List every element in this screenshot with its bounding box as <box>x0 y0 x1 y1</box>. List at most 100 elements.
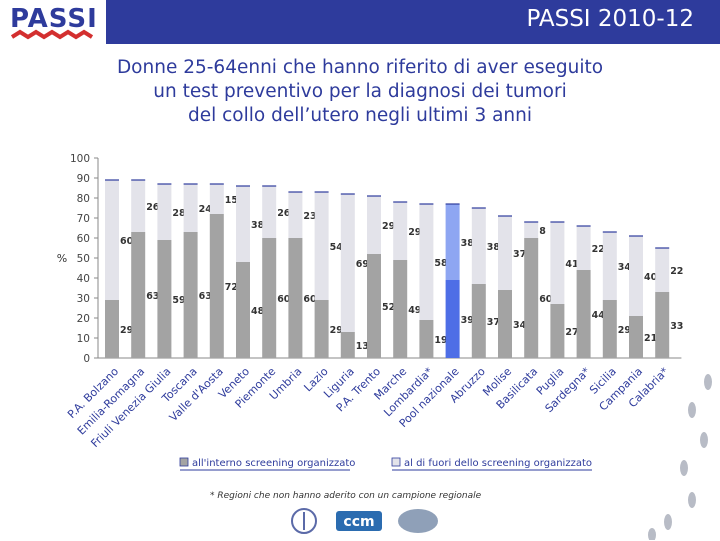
data-label-outside: 38 <box>251 220 265 231</box>
bar-outside-screening <box>314 192 329 300</box>
data-label-inside: 59 <box>172 295 185 306</box>
data-label-inside: 72 <box>225 282 238 293</box>
data-label-outside: 22 <box>670 266 683 277</box>
ccm-logo <box>336 511 382 531</box>
y-tick-label: 100 <box>70 153 90 165</box>
y-tick-label: 20 <box>77 313 90 325</box>
y-tick-label: 40 <box>77 273 90 285</box>
bar-outside-screening <box>183 184 198 232</box>
bar-inside-screening <box>419 320 434 358</box>
data-label-outside: 38 <box>487 242 501 253</box>
data-label-inside: 60 <box>303 294 317 305</box>
data-label-outside: 54 <box>330 242 344 253</box>
data-label-inside: 39 <box>461 315 474 326</box>
data-label-inside: 44 <box>592 310 606 321</box>
y-tick-label: 0 <box>83 353 90 365</box>
bar-inside-screening <box>340 332 355 358</box>
bar-outside-screening <box>131 180 146 232</box>
passi-logo: PASSI <box>6 4 102 44</box>
bar-outside-screening <box>629 236 643 316</box>
bar-inside-screening <box>314 300 329 358</box>
data-label-outside: 15 <box>225 195 238 206</box>
data-label-outside: 8 <box>539 226 546 237</box>
data-label-inside: 21 <box>644 333 657 344</box>
data-label-outside: 34 <box>618 262 632 273</box>
passi-logo-marks <box>10 29 94 40</box>
gisps-logo-icon <box>398 509 438 533</box>
data-label-outside: 41 <box>565 259 578 270</box>
data-label-outside: 37 <box>513 249 526 260</box>
bar-inside-screening <box>209 214 224 358</box>
bar-inside-screening <box>183 232 198 358</box>
header-title: PASSI 2010-12 <box>526 6 694 32</box>
bar-inside-screening <box>393 260 408 358</box>
bar-outside-screening <box>471 208 486 284</box>
bar-outside-screening <box>498 216 512 290</box>
data-label-outside: 60 <box>120 236 134 247</box>
data-label-inside: 19 <box>434 335 447 346</box>
subtitle-line-1: Donne 25-64enni che hanno riferito di av… <box>116 57 604 78</box>
footnote: * Regioni che non hanno aderito con un c… <box>210 491 482 501</box>
data-label-outside: 29 <box>408 227 421 238</box>
data-label-outside: 69 <box>356 259 369 270</box>
bar-outside-screening <box>236 186 250 262</box>
bar-inside-screening <box>629 316 643 358</box>
data-label-inside: 63 <box>146 291 159 302</box>
bar-outside-screening <box>445 204 460 280</box>
bar-inside-screening <box>576 270 591 358</box>
data-label-inside: 60 <box>539 294 553 305</box>
data-label-inside: 34 <box>513 320 527 331</box>
data-label-outside: 24 <box>199 204 213 215</box>
bar-outside-screening <box>105 180 119 300</box>
bar-inside-screening <box>445 280 460 358</box>
bar-inside-screening <box>602 300 617 358</box>
data-label-inside: 60 <box>277 294 291 305</box>
bar-outside-screening <box>419 204 434 320</box>
data-label-inside: 29 <box>120 325 133 336</box>
y-tick-label: 10 <box>77 333 90 345</box>
y-tick-label: 70 <box>77 213 90 225</box>
subtitle-line-2: un test preventivo per la diagnosi dei t… <box>153 81 567 102</box>
subtitle-line-3: del collo dell’utero negli ultimi 3 anni <box>187 105 533 126</box>
bar-inside-screening <box>524 238 539 358</box>
bar-inside-screening <box>105 300 119 358</box>
bar-inside-screening <box>236 262 250 358</box>
data-label-outside: 29 <box>382 221 395 232</box>
data-label-inside: 29 <box>330 325 343 336</box>
data-label-inside: 63 <box>199 291 212 302</box>
legend-swatch-inside <box>179 457 189 467</box>
data-label-inside: 37 <box>487 317 500 328</box>
bar-inside-screening <box>131 232 146 358</box>
header-bar: PASSI 2010-12 <box>106 0 720 44</box>
data-label-inside: 29 <box>618 325 631 336</box>
bar-inside-screening <box>367 254 381 358</box>
bar-outside-screening <box>209 184 224 214</box>
data-label-inside: 49 <box>408 305 421 316</box>
y-axis-label: % <box>57 252 67 265</box>
data-label-outside: 26 <box>146 202 160 213</box>
data-label-inside: 52 <box>382 302 395 313</box>
data-label-inside: 13 <box>356 341 369 352</box>
bar-outside-screening <box>288 192 303 238</box>
y-tick-label: 30 <box>77 293 90 305</box>
legend-label-inside: all'interno screening organizzato <box>192 458 355 469</box>
bar-outside-screening <box>550 222 565 304</box>
bar-outside-screening <box>393 202 408 260</box>
ccm-logo-text: ccm <box>343 514 374 530</box>
bar-inside-screening <box>655 292 670 358</box>
sponsor-logos-graphic: ccm <box>291 508 438 534</box>
bar-outside-screening <box>157 184 172 240</box>
sponsor-logos: ccm <box>290 505 450 537</box>
data-label-outside: 22 <box>592 244 605 255</box>
bar-inside-screening <box>498 290 512 358</box>
y-tick-label: 60 <box>77 233 90 245</box>
bar-inside-screening <box>550 304 565 358</box>
bar-outside-screening <box>602 232 617 300</box>
legend-label-outside: al di fuori dello screening organizzato <box>404 458 592 469</box>
legend-swatch-outside <box>391 457 401 467</box>
data-label-inside: 48 <box>251 306 265 317</box>
data-label-outside: 28 <box>172 208 186 219</box>
y-tick-label: 90 <box>77 173 90 185</box>
bar-inside-screening <box>157 240 172 358</box>
